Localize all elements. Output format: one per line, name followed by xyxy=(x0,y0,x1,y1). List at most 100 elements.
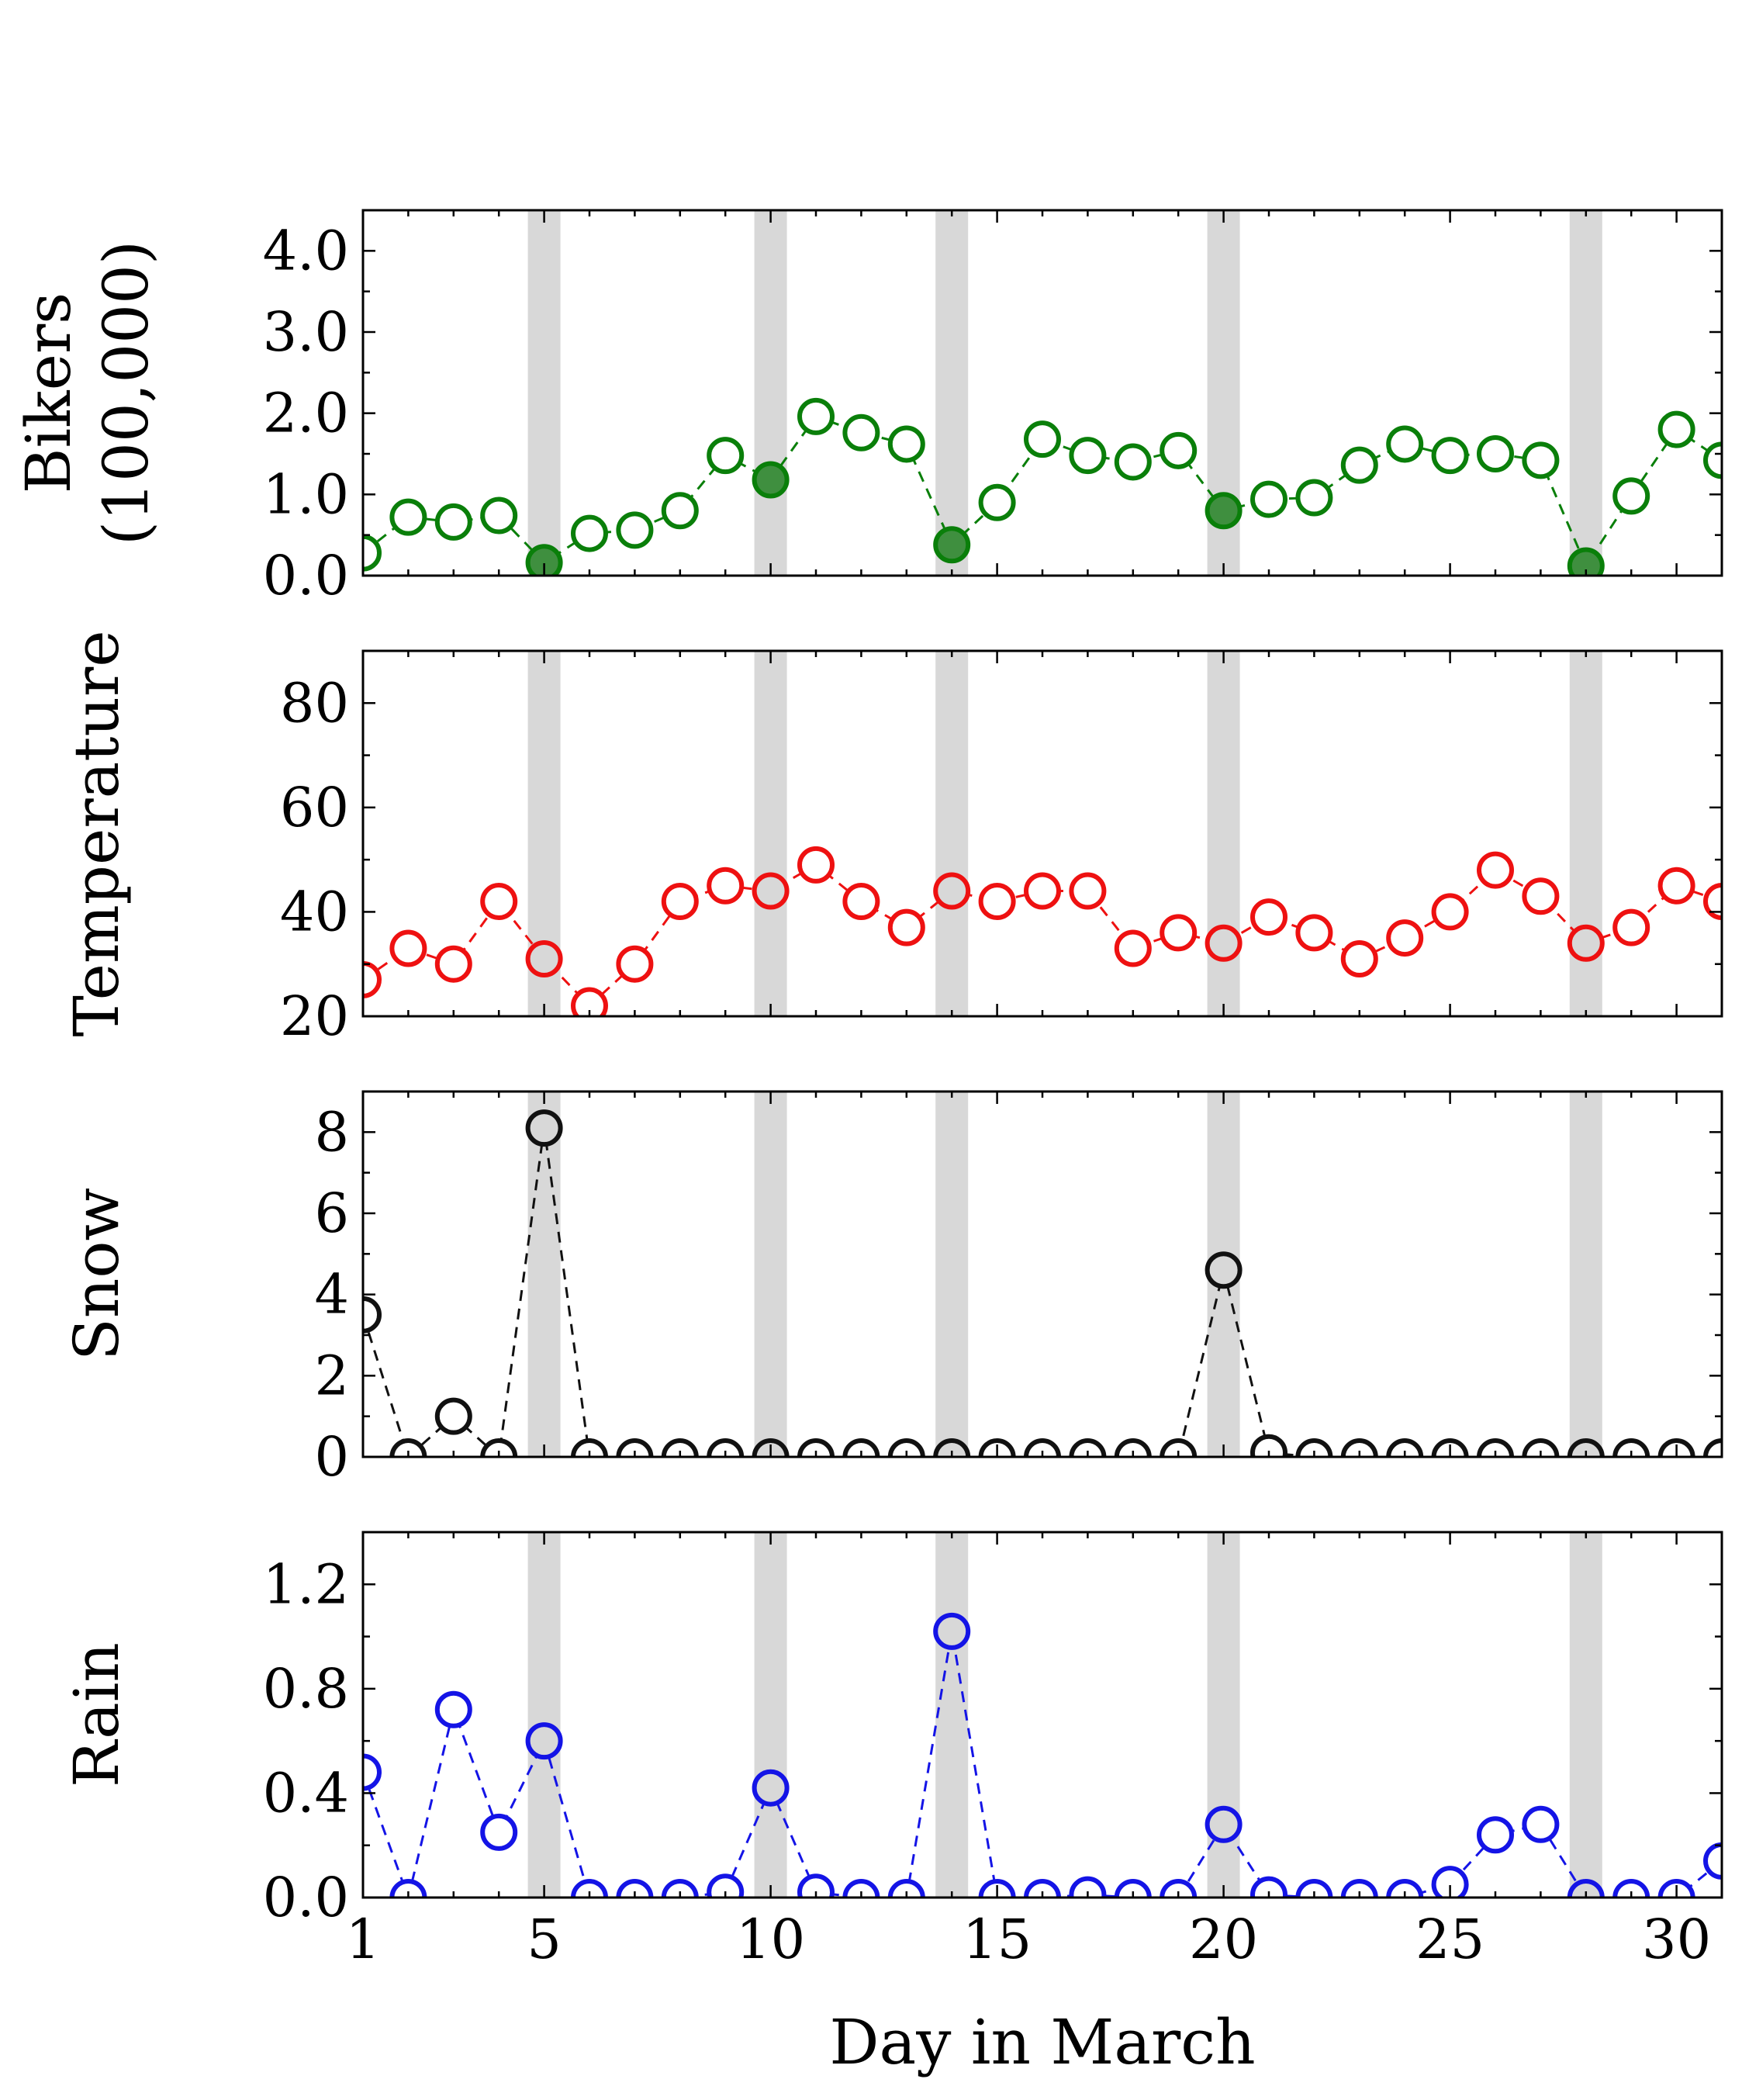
rain-point-day-24 xyxy=(1386,1879,1424,1898)
snow-point-day-20 xyxy=(1205,1251,1243,1289)
snow-y-axis-title: Snow xyxy=(60,1188,133,1361)
temperature-point-day-24 xyxy=(1386,919,1424,957)
temperature-point-day-17 xyxy=(1069,872,1107,910)
snow-point-day-12 xyxy=(842,1438,880,1457)
bikers-point-day-1 xyxy=(363,534,382,572)
bikers-y-axis-title: Bikers xyxy=(12,292,85,494)
temperature-point-day-29 xyxy=(1612,908,1650,946)
snow-point-day-2 xyxy=(389,1438,427,1457)
rain-point-day-31 xyxy=(1703,1842,1722,1880)
rain-point-day-18 xyxy=(1114,1879,1152,1898)
rain-ytick-label: 0.8 xyxy=(263,1657,349,1721)
snow-ytick-label: 2 xyxy=(314,1344,349,1407)
bikers-series xyxy=(363,397,1722,576)
snow-point-day-19 xyxy=(1160,1438,1198,1457)
snow-point-day-14 xyxy=(933,1438,971,1457)
temperature-point-day-3 xyxy=(434,945,472,983)
rain-point-day-28 xyxy=(1567,1879,1605,1898)
rain-point-day-7 xyxy=(616,1879,654,1898)
rain-point-day-23 xyxy=(1340,1879,1378,1898)
snow-point-day-29 xyxy=(1612,1438,1650,1457)
x-tick-label: 10 xyxy=(736,1908,805,1971)
temperature-ytick-label: 60 xyxy=(280,776,349,839)
snow-point-day-24 xyxy=(1386,1438,1424,1457)
bikers-point-day-15 xyxy=(978,483,1016,521)
temperature-point-day-19 xyxy=(1160,914,1198,952)
temperature-point-day-16 xyxy=(1024,872,1061,910)
snow-point-day-11 xyxy=(797,1438,835,1457)
panel-bikers: 0.0 1.0 2.0 3.0 4.0 Bikers (100,000) xyxy=(12,209,1723,607)
rain-point-day-9 xyxy=(707,1873,745,1898)
snow-point-day-13 xyxy=(887,1438,925,1457)
snow-point-day-28 xyxy=(1567,1438,1605,1457)
temperature-point-day-5 xyxy=(525,939,563,977)
rain-point-day-16 xyxy=(1024,1879,1061,1898)
snow-point-day-26 xyxy=(1477,1438,1514,1457)
temperature-point-day-13 xyxy=(887,908,925,946)
bikers-point-day-6 xyxy=(571,514,608,552)
bikers-point-day-13 xyxy=(887,425,925,463)
snow-line xyxy=(363,1127,1722,1457)
shaded-band-day-10 xyxy=(754,1532,787,1898)
bikers-point-day-19 xyxy=(1160,431,1198,469)
rain-point-day-17 xyxy=(1069,1876,1107,1898)
rain-point-day-14 xyxy=(933,1612,971,1650)
x-tick-label: 1 xyxy=(346,1908,381,1971)
rain-point-day-22 xyxy=(1295,1879,1333,1898)
panel-temperature: 20 40 60 80 Temperature xyxy=(60,630,1723,1048)
temperature-point-day-12 xyxy=(842,882,880,920)
rain-ytick-label: 0.0 xyxy=(263,1866,349,1929)
temperature-point-day-8 xyxy=(661,882,699,920)
temperature-point-day-7 xyxy=(616,945,654,983)
bikers-point-day-26 xyxy=(1477,435,1514,472)
bikers-ytick-label: 4.0 xyxy=(263,219,349,282)
panel-snow: 0 2 4 6 8 Snow xyxy=(60,1090,1723,1489)
shaded-band-day-5 xyxy=(527,1092,561,1457)
rain-point-day-8 xyxy=(661,1879,699,1898)
snow-ytick-label: 6 xyxy=(314,1181,349,1245)
bikers-point-day-9 xyxy=(707,437,745,475)
bikers-y-axis-title: (100,000) xyxy=(90,240,162,545)
snow-point-day-18 xyxy=(1114,1438,1152,1457)
x-tick-label: 25 xyxy=(1415,1908,1485,1971)
shaded-band-day-14 xyxy=(935,1532,969,1898)
rain-point-day-25 xyxy=(1431,1866,1469,1898)
rain-point-day-21 xyxy=(1250,1876,1287,1898)
snow-point-day-16 xyxy=(1024,1438,1061,1457)
bikers-point-day-10 xyxy=(752,461,790,499)
rain-point-day-13 xyxy=(887,1879,925,1898)
temperature-point-day-20 xyxy=(1205,924,1243,962)
snow-point-day-1 xyxy=(363,1296,382,1334)
bikers-point-day-21 xyxy=(1250,480,1287,518)
shaded-band-day-28 xyxy=(1569,210,1602,576)
temperature-ytick-label: 20 xyxy=(280,984,349,1048)
temperature-point-day-11 xyxy=(797,846,835,884)
temperature-point-day-15 xyxy=(978,882,1016,920)
snow-point-day-5 xyxy=(525,1109,563,1147)
temperature-point-day-31 xyxy=(1703,882,1722,920)
rain-y-axis-title: Rain xyxy=(60,1642,133,1787)
rain-point-day-6 xyxy=(571,1879,608,1898)
shaded-band-day-28 xyxy=(1569,1092,1602,1457)
temperature-point-day-21 xyxy=(1250,898,1287,936)
rain-point-day-29 xyxy=(1612,1879,1650,1898)
bikers-point-day-12 xyxy=(842,413,880,451)
bikers-point-day-16 xyxy=(1024,420,1061,458)
rain-point-day-2 xyxy=(389,1879,427,1898)
temperature-point-day-25 xyxy=(1431,893,1469,931)
snow-ytick-label: 4 xyxy=(314,1263,349,1327)
temperature-point-day-18 xyxy=(1114,929,1152,967)
temperature-point-day-14 xyxy=(933,872,971,910)
bikers-ytick-label: 0.0 xyxy=(263,544,349,607)
snow-ytick-label: 0 xyxy=(314,1425,349,1489)
temperature-ytick-label: 40 xyxy=(280,880,349,943)
snow-point-day-27 xyxy=(1522,1438,1560,1457)
bikers-point-day-7 xyxy=(616,511,654,549)
snow-series xyxy=(363,1109,1722,1457)
bikers-ytick-label: 3.0 xyxy=(263,300,349,364)
bikers-point-day-29 xyxy=(1612,477,1650,515)
bikers-point-day-18 xyxy=(1114,443,1152,481)
temperature-point-day-2 xyxy=(389,929,427,967)
